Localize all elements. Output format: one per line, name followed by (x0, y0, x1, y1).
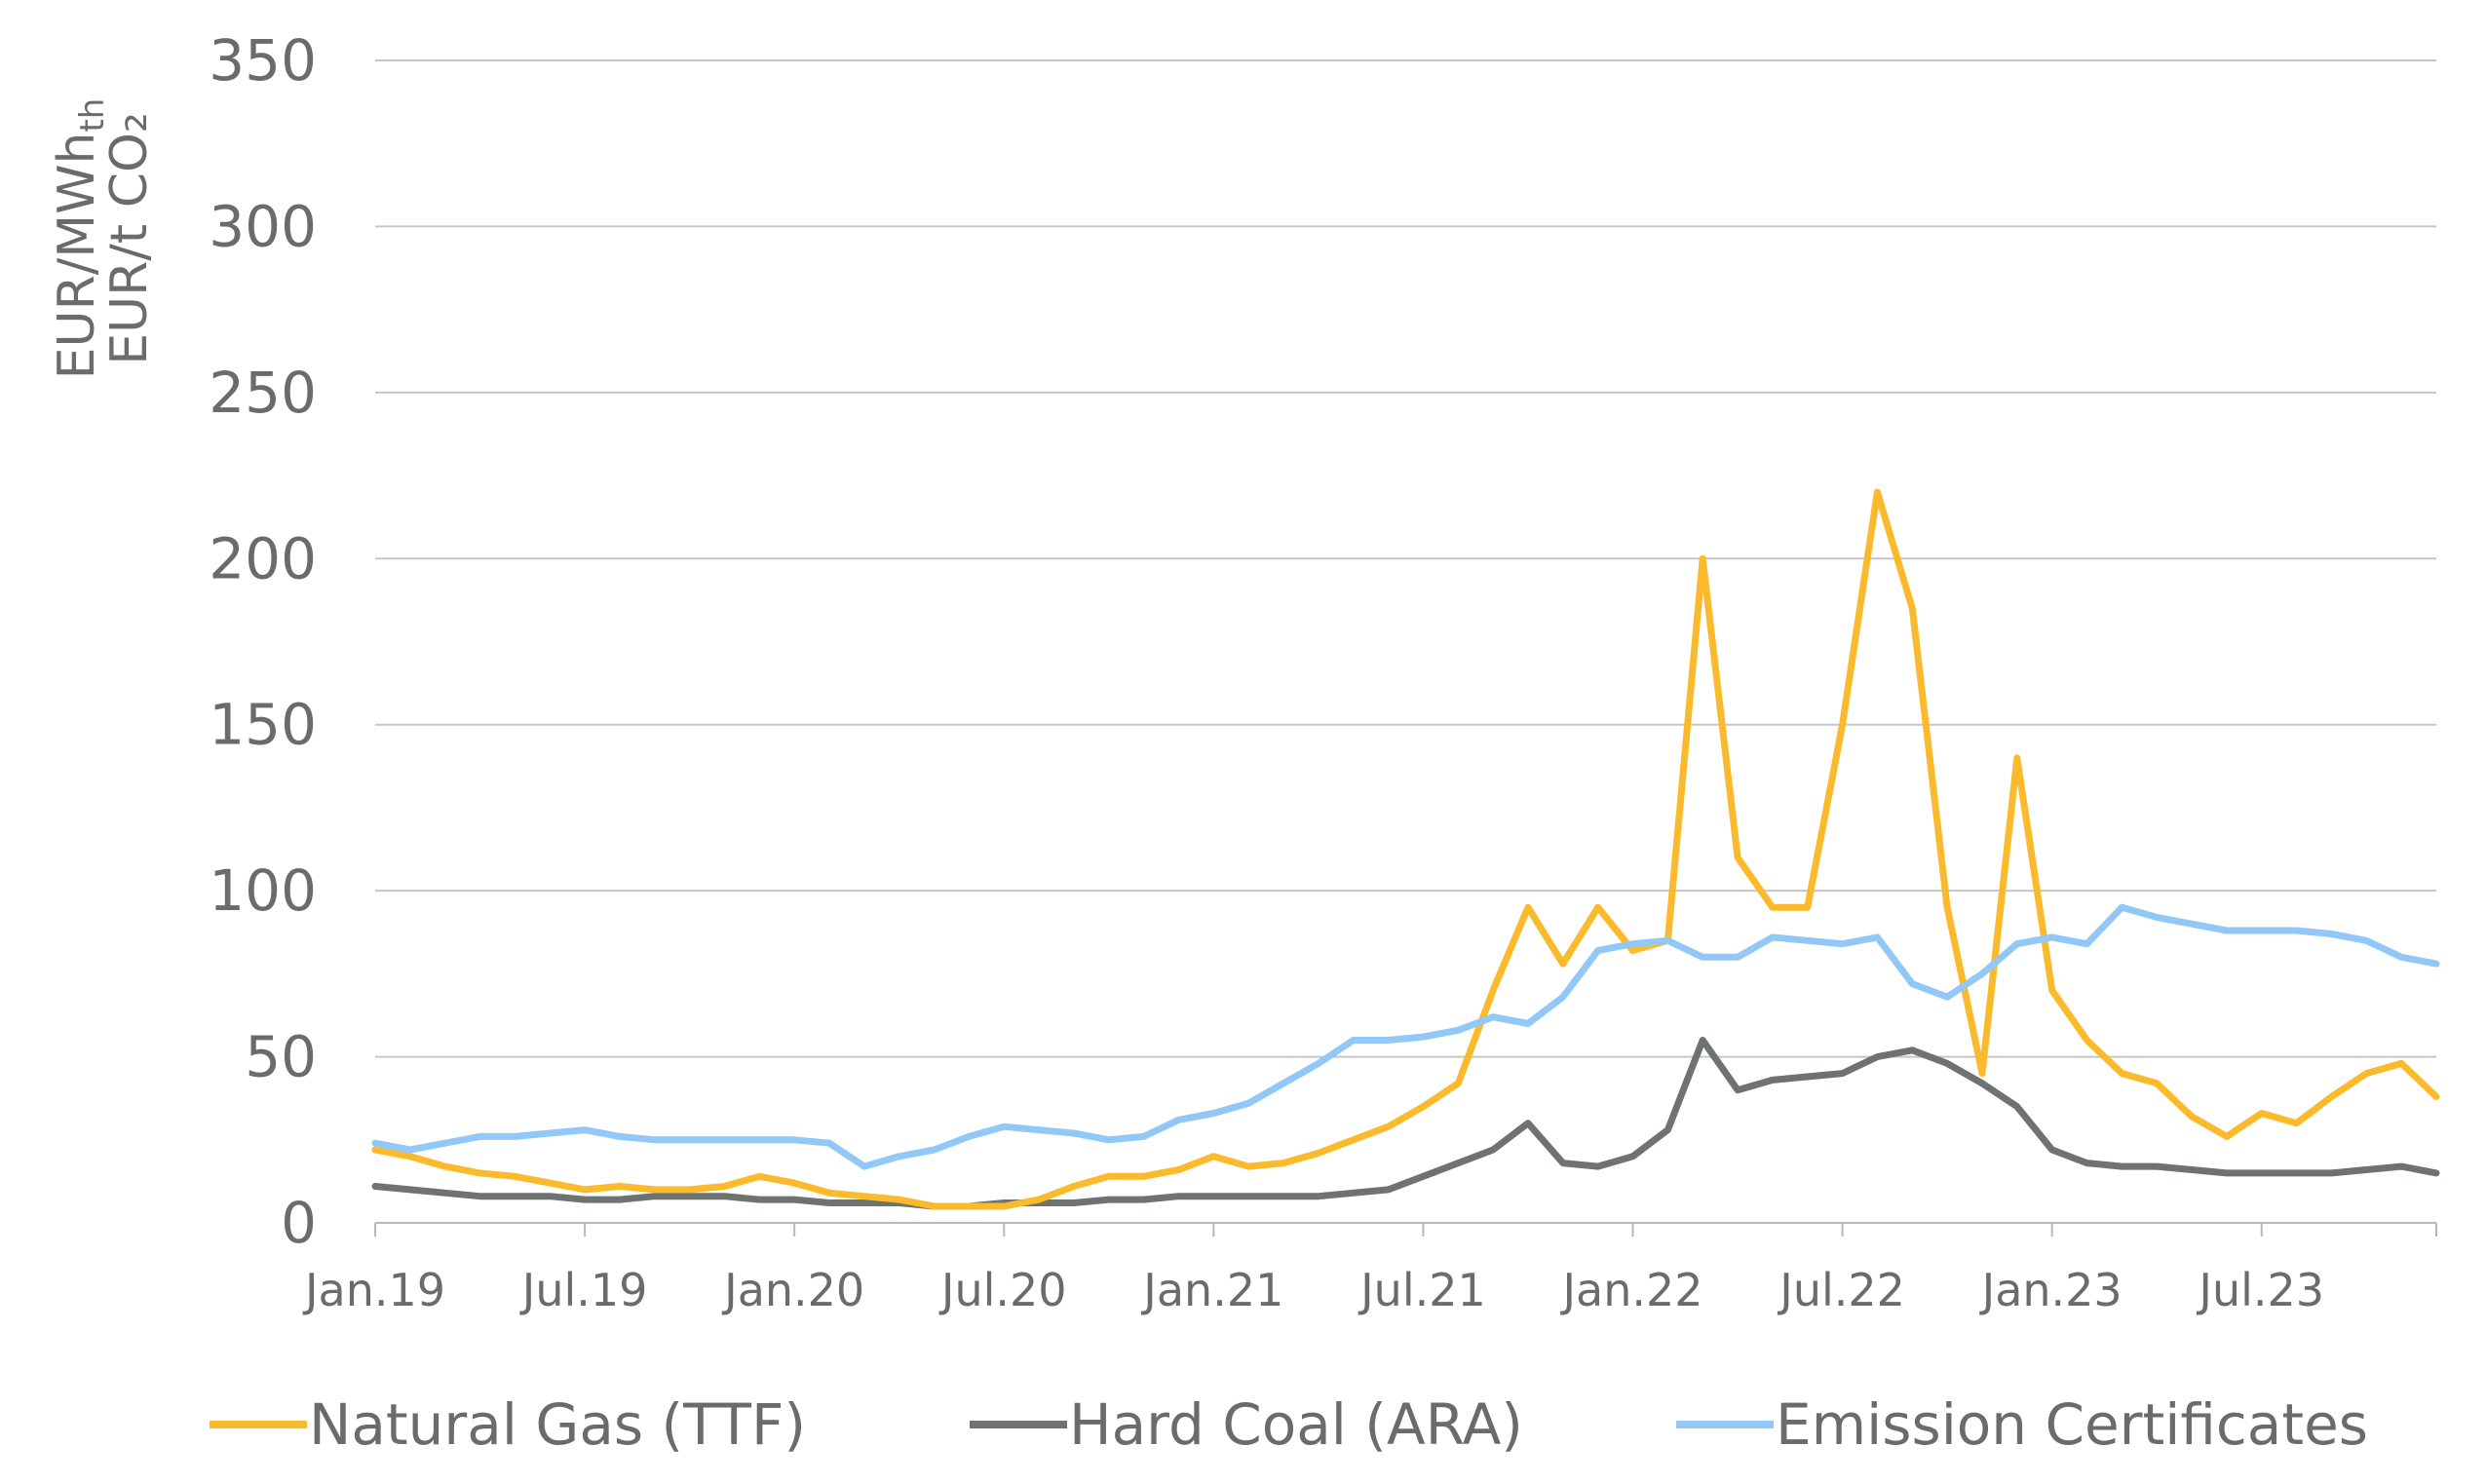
y-axis-label-line2: EUR/t CO₂ (100, 112, 159, 365)
x-tick-label: Jan.21 (1140, 1264, 1283, 1316)
y-tick-label-300: 300 (209, 193, 317, 259)
y-tick-label-50: 50 (245, 1024, 317, 1090)
x-tick-label: Jul.22 (1777, 1264, 1905, 1316)
y-axis-label-2: EUR/t CO₂ (100, 112, 159, 365)
y-tick-label-150: 150 (209, 692, 317, 758)
y-tick-label-350: 350 (209, 27, 317, 94)
x-tick-label: Jan.23 (1979, 1264, 2123, 1316)
x-tick-label: Jul.20 (938, 1264, 1067, 1316)
legend-label: Hard Coal (ARA) (1069, 1391, 1523, 1458)
x-tick-label: Jan.22 (1559, 1264, 1702, 1316)
x-tick-label: Jul.19 (519, 1264, 648, 1316)
series-line-natural-gas-ttf (371, 488, 2440, 1210)
y-axis-label-line1: EUR/MWhth (48, 98, 112, 380)
x-tick-label: Jan.19 (302, 1264, 445, 1316)
series-line-emission-certificates (371, 903, 2440, 1170)
y-tick-label-0: 0 (281, 1190, 317, 1256)
legend: Natural Gas (TTF) Hard Coal (ARA) Emission… (210, 1391, 2368, 1458)
gridlines (375, 59, 2436, 1224)
y-tick-label-200: 200 (209, 525, 317, 591)
series-line-hard-coal-ara (371, 1037, 2440, 1210)
y-tick-label-100: 100 (209, 857, 317, 924)
y-tick-labels: 0 50 100 150 200 250 300 350 (209, 27, 317, 1256)
y-axis-label: EUR/MWhth (48, 98, 112, 380)
x-tick-labels: Jan.19 Jul.19 Jan.20 Jul.20 Jan.21 Jul.21 Jan.… (302, 1223, 2437, 1316)
x-tick-label: Jul.23 (2196, 1264, 2324, 1316)
x-tick-label: Jan.20 (721, 1264, 864, 1316)
x-tick-label: Jul.21 (1358, 1264, 1486, 1316)
y-tick-label-250: 250 (209, 360, 317, 426)
series-lines (371, 488, 2440, 1210)
legend-label: Emission Certificates (1776, 1391, 2368, 1458)
legend-label: Natural Gas (TTF) (309, 1391, 806, 1458)
